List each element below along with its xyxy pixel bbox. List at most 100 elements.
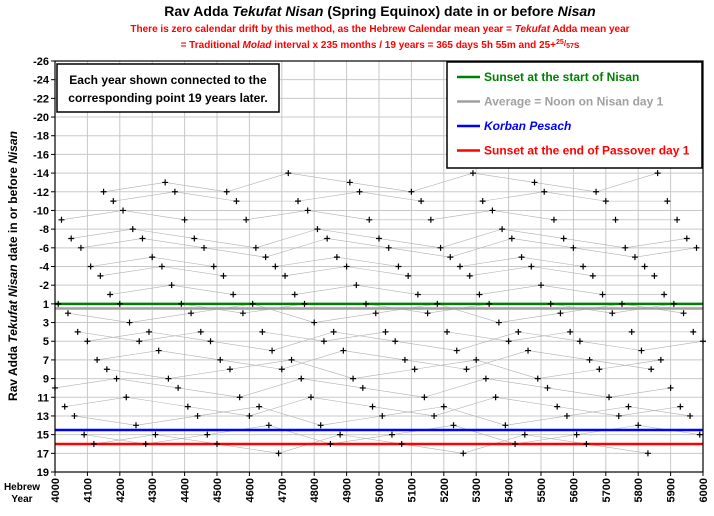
- legend-box: [446, 61, 703, 169]
- point: [541, 188, 548, 195]
- connector: [378, 238, 441, 249]
- point: [696, 431, 703, 438]
- point: [282, 272, 289, 279]
- connector: [187, 406, 250, 417]
- connector: [446, 331, 509, 342]
- point: [123, 394, 130, 401]
- point: [486, 300, 493, 307]
- point: [690, 328, 697, 335]
- point: [239, 310, 246, 317]
- x-axis-label: Hebrew Year: [4, 482, 40, 505]
- point: [567, 328, 574, 335]
- connector: [129, 312, 192, 323]
- point: [457, 263, 463, 270]
- connector: [557, 406, 619, 417]
- connector: [540, 284, 603, 295]
- point: [265, 422, 272, 429]
- point: [126, 319, 133, 326]
- point: [311, 319, 318, 326]
- connector: [404, 359, 467, 370]
- point: [301, 300, 308, 307]
- connector: [323, 331, 386, 342]
- point: [664, 198, 671, 205]
- subtitle-part: interval x 235 months / 19 years = 365 d…: [271, 40, 556, 51]
- y-tick-label: 3: [43, 318, 49, 330]
- connector: [459, 256, 522, 267]
- point: [492, 394, 499, 401]
- point: [379, 412, 386, 419]
- point: [408, 188, 415, 195]
- connector: [226, 172, 289, 193]
- connector: [64, 396, 127, 407]
- point: [369, 403, 376, 410]
- connector: [498, 312, 561, 323]
- y-tick-label: -24: [33, 75, 50, 87]
- point: [71, 412, 78, 419]
- point: [61, 403, 68, 410]
- point: [333, 254, 340, 261]
- connector: [430, 210, 493, 221]
- subtitle-part: Adda mean year: [550, 24, 630, 35]
- point: [188, 310, 195, 317]
- point: [466, 272, 473, 279]
- connector: [505, 415, 567, 426]
- connector: [479, 284, 542, 295]
- point: [489, 207, 496, 214]
- connector: [589, 359, 652, 370]
- point: [191, 235, 198, 242]
- connector: [165, 182, 227, 193]
- connector: [220, 359, 282, 370]
- point: [583, 440, 590, 447]
- point: [554, 403, 561, 410]
- point: [635, 422, 642, 429]
- point: [638, 347, 645, 354]
- point: [243, 216, 250, 223]
- connector: [132, 228, 195, 239]
- point: [563, 412, 570, 419]
- subtitle: There is zero calendar drift by this met…: [130, 24, 629, 35]
- connector: [495, 396, 558, 407]
- y-tick-label: 5: [43, 336, 49, 348]
- connector: [411, 172, 474, 193]
- connector: [618, 406, 681, 417]
- point: [576, 338, 583, 345]
- point: [693, 244, 700, 251]
- connector: [294, 284, 357, 295]
- connector: [87, 331, 150, 342]
- connector: [310, 396, 373, 407]
- connector: [139, 331, 201, 342]
- connector: [291, 359, 354, 379]
- connector: [97, 350, 159, 361]
- y-tick-label: -8: [39, 224, 49, 236]
- x-tick-label: 5600: [568, 478, 580, 502]
- point: [162, 179, 169, 186]
- subtitle: = Traditional Molad interval x 235 month…: [181, 39, 580, 51]
- connector: [524, 434, 587, 445]
- connector: [252, 303, 315, 323]
- point: [288, 356, 295, 363]
- point: [648, 366, 655, 373]
- point: [74, 328, 81, 335]
- point: [100, 188, 107, 195]
- point: [619, 300, 625, 307]
- connector: [353, 368, 415, 379]
- point: [550, 216, 557, 223]
- point: [353, 282, 360, 289]
- connector: [61, 210, 124, 221]
- connector: [71, 228, 133, 239]
- point: [424, 310, 431, 317]
- connector: [608, 387, 671, 398]
- point: [120, 207, 127, 214]
- point: [469, 170, 476, 177]
- connector: [563, 238, 626, 249]
- connector: [275, 256, 337, 267]
- connector: [466, 350, 529, 370]
- title-part: (Spring Equinox) date in or before: [323, 3, 557, 19]
- connector: [395, 340, 457, 351]
- connector: [502, 228, 564, 239]
- connector: [349, 182, 412, 193]
- point: [84, 338, 91, 345]
- point: [181, 216, 188, 223]
- point: [444, 328, 451, 335]
